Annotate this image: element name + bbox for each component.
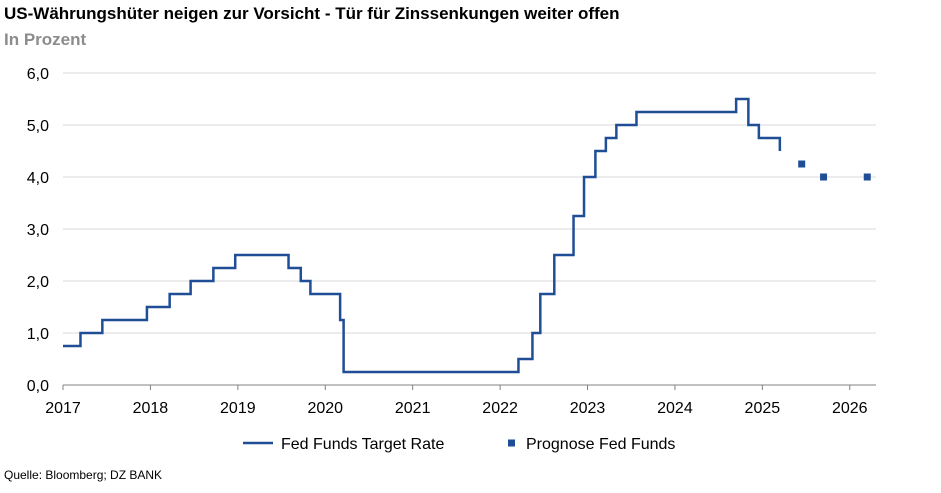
x-tick-label: 2017	[45, 400, 81, 417]
forecast-marker	[820, 173, 828, 181]
chart-subtitle: In Prozent	[4, 30, 87, 49]
y-tick-label: 4,0	[27, 170, 49, 187]
chart-title: US-Währungshüter neigen zur Vorsicht - T…	[4, 4, 620, 23]
y-tick-label: 6,0	[27, 66, 49, 83]
legend: Fed Funds Target Rate Prognose Fed Funds	[243, 436, 675, 453]
x-tick-label: 2022	[482, 400, 518, 417]
x-axis: 2017 2018 2019 2020 2021 2022 2023 2024 2025 2026	[45, 384, 876, 417]
y-tick-label: 2,0	[27, 274, 49, 291]
legend-swatch-marker	[508, 439, 515, 447]
y-tick-label: 0,0	[27, 378, 49, 395]
y-tick-label: 5,0	[27, 118, 49, 135]
series-layer	[63, 97, 871, 374]
y-axis-labels: 0,0 1,0 2,0 3,0 4,0 5,0 6,0	[27, 66, 49, 395]
series-line-fed-funds-target-rate	[63, 97, 782, 374]
x-tick-label: 2019	[220, 400, 256, 417]
x-tick-label: 2026	[832, 400, 868, 417]
source-note: Quelle: Bloomberg; DZ BANK	[4, 468, 163, 482]
x-tick-label: 2020	[307, 400, 343, 417]
forecast-marker	[863, 173, 871, 181]
legend-label-target-rate: Fed Funds Target Rate	[281, 436, 444, 453]
forecast-marker	[798, 160, 806, 168]
y-tick-label: 1,0	[27, 326, 49, 343]
x-tick-label: 2025	[745, 400, 781, 417]
x-tick-label: 2024	[657, 400, 693, 417]
x-tick-label: 2018	[133, 400, 169, 417]
legend-label-forecast: Prognose Fed Funds	[526, 436, 675, 453]
x-tick-label: 2023	[570, 400, 606, 417]
x-tick-label: 2021	[395, 400, 431, 417]
y-tick-label: 3,0	[27, 222, 49, 239]
